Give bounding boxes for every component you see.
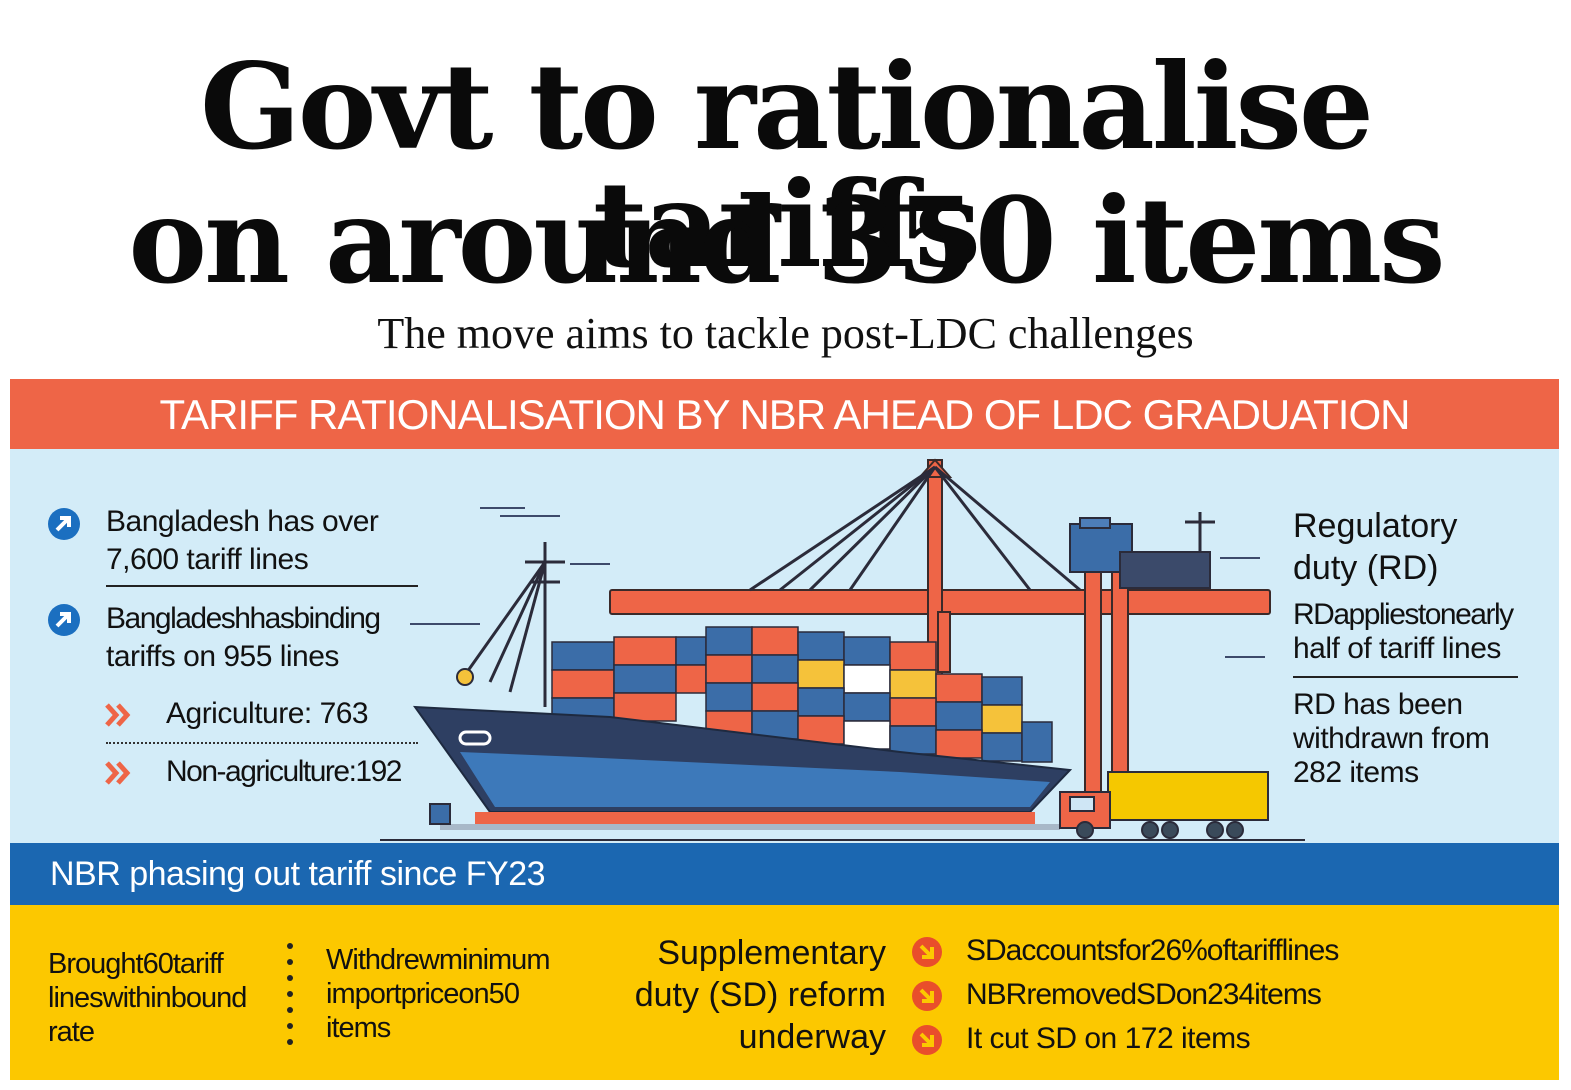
- rd-fact-withdrawn-line-3: 282 items: [1293, 756, 1419, 789]
- headline-line-2: on around 350 items: [128, 171, 1445, 310]
- ship-mast: [458, 542, 565, 707]
- arrow-up-right-circle-icon: [48, 508, 80, 540]
- arrow-down-right-circle-icon: [912, 981, 942, 1011]
- crane-cables: [749, 465, 1081, 592]
- min-import-price-fact-line-3: items: [326, 1012, 391, 1044]
- sub-agriculture: Agriculture: 763: [166, 697, 369, 730]
- rd-title: Regulatory duty (RD): [1293, 505, 1457, 589]
- bound-rate-fact-line-3: rate: [48, 1016, 95, 1048]
- fact-tariff-lines-line-1: Bangladesh has over: [106, 505, 379, 538]
- cargo-ship-illustration: [380, 458, 1305, 841]
- rd-fact-applies: RDappliestonearly half of tariff lines: [1293, 598, 1514, 666]
- fact-binding-tariffs-line-2: tariffs on 955 lines: [106, 640, 339, 673]
- rd-fact-applies-line-1: RDappliestonearly: [1293, 598, 1514, 631]
- phasing-band: NBR phasing out tariff since FY23: [10, 843, 1559, 905]
- min-import-price-fact-line-1: Withdrewminimum: [326, 944, 550, 976]
- motion-lines: [410, 507, 1265, 658]
- bound-rate-fact: Brought60tariff lineswithinbound rate: [48, 947, 247, 1049]
- sd-item-2: NBRremovedSDon234items: [966, 978, 1322, 1011]
- bottom-panel: [10, 905, 1559, 1080]
- sd-title-line-3: underway: [738, 1018, 886, 1056]
- min-import-price-fact-line-2: importpriceon50: [326, 978, 520, 1010]
- double-chevron-right-icon: [105, 761, 131, 785]
- subheadline: The move aims to tackle post-LDC challen…: [377, 309, 1194, 358]
- sd-item-3: It cut SD on 172 items: [966, 1022, 1251, 1055]
- rd-fact-withdrawn: RD has been withdrawn from 282 items: [1293, 688, 1490, 790]
- fact-binding-tariffs-line-1: Bangladeshhasbinding: [106, 602, 381, 635]
- rd-fact-applies-line-2: half of tariff lines: [1293, 632, 1501, 665]
- fact-binding-tariffs: Bangladeshhasbinding tariffs on 955 line…: [106, 600, 381, 676]
- divider: [1293, 676, 1518, 678]
- truck: [1059, 771, 1269, 839]
- min-import-price-fact: Withdrewminimum importpriceon50 items: [326, 943, 550, 1045]
- rd-title-line-2: duty (RD): [1293, 549, 1439, 587]
- fact-tariff-lines-line-2: 7,600 tariff lines: [106, 543, 309, 576]
- cargo-containers: [551, 626, 1053, 763]
- fact-tariff-lines: Bangladesh has over 7,600 tariff lines: [106, 503, 379, 579]
- bound-rate-fact-line-2: lineswithinbound: [48, 982, 247, 1014]
- arrow-up-right-circle-icon: [48, 604, 80, 636]
- rd-title-line-1: Regulatory: [1293, 507, 1458, 545]
- dotted-divider: [106, 742, 418, 744]
- sd-title-line-2: duty (SD) reform: [634, 976, 886, 1014]
- phasing-band-text: NBR phasing out tariff since FY23: [50, 855, 546, 893]
- sd-item-1: SDaccountsfor26%oftarifflines: [966, 934, 1339, 967]
- headline-line-1: Govt to rationalise tariffs: [200, 37, 1374, 294]
- section-banner: TARIFF RATIONALISATION BY NBR AHEAD OF L…: [10, 379, 1559, 449]
- sd-title: Supplementary duty (SD) reform underway: [590, 932, 886, 1058]
- bound-rate-fact-line-1: Brought60tariff: [48, 948, 224, 980]
- sd-title-line-1: Supplementary: [657, 934, 886, 972]
- rd-fact-withdrawn-line-1: RD has been: [1293, 688, 1463, 721]
- arrow-down-right-circle-icon: [912, 937, 942, 967]
- double-chevron-right-icon: [105, 703, 131, 727]
- dotted-separator: [287, 943, 293, 1045]
- rd-fact-withdrawn-line-2: withdrawn from: [1293, 722, 1490, 755]
- sub-non-agriculture: Non-agriculture:192: [166, 755, 402, 788]
- arrow-down-right-circle-icon: [912, 1025, 942, 1055]
- divider: [106, 585, 418, 587]
